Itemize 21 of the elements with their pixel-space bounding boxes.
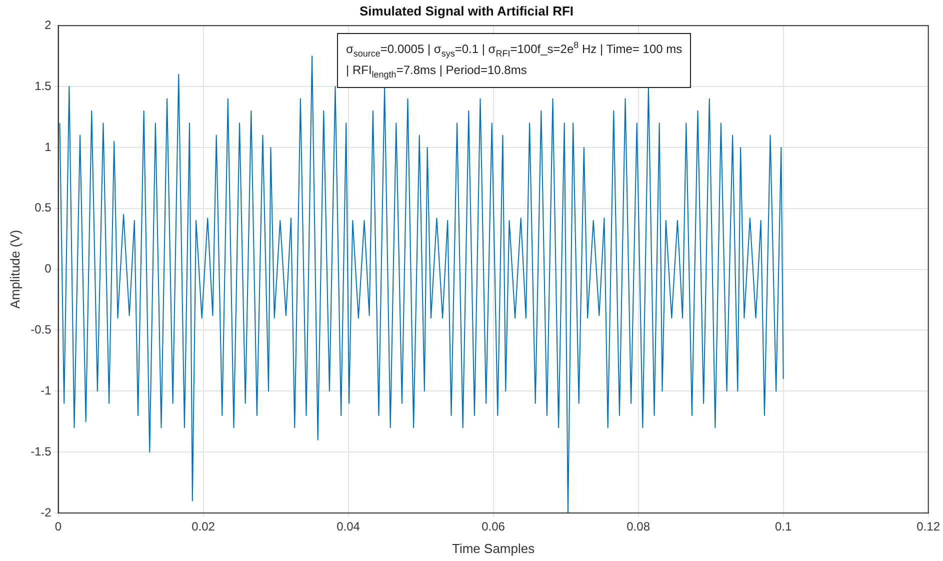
chart-title: Simulated Signal with Artificial RFI	[359, 3, 574, 18]
y-axis-title: Amplitude (V)	[7, 230, 22, 309]
x-tick-label: 0.06	[482, 520, 506, 534]
y-tick-label: 1.5	[34, 78, 52, 93]
x-tick-label: 0.12	[916, 520, 940, 534]
text: σ$_{source}$=0.0005 | σ$_{sys}$=0.1 | σ$_{RFI}$=100f_s=2e$^{8}$ Hz | Time= 100 ms	[346, 40, 682, 58]
x-axis-title: Time Samples	[452, 540, 536, 556]
y-tick-label: 0.5	[34, 200, 52, 215]
annotation: | RFI$_{length}$=7.8ms | Period=10.8ms	[346, 62, 528, 82]
y-tick-label: 2	[44, 18, 52, 32]
x-tick-label: 0.04	[336, 520, 360, 534]
x-tick-label: 0	[54, 520, 62, 534]
y-tick-label: 1	[44, 140, 52, 154]
x-tick-label: 0.08	[626, 520, 650, 534]
y-tick-label: -1.5	[30, 444, 52, 458]
y-tick-label: -0.5	[30, 322, 52, 337]
x-tick-label: 0.1	[774, 520, 792, 534]
y-tick-label: 0	[44, 262, 52, 276]
x-tick-label: 0.02	[192, 520, 216, 534]
y-tick-label: -1	[40, 383, 52, 398]
y-tick-label: -2	[40, 505, 52, 520]
